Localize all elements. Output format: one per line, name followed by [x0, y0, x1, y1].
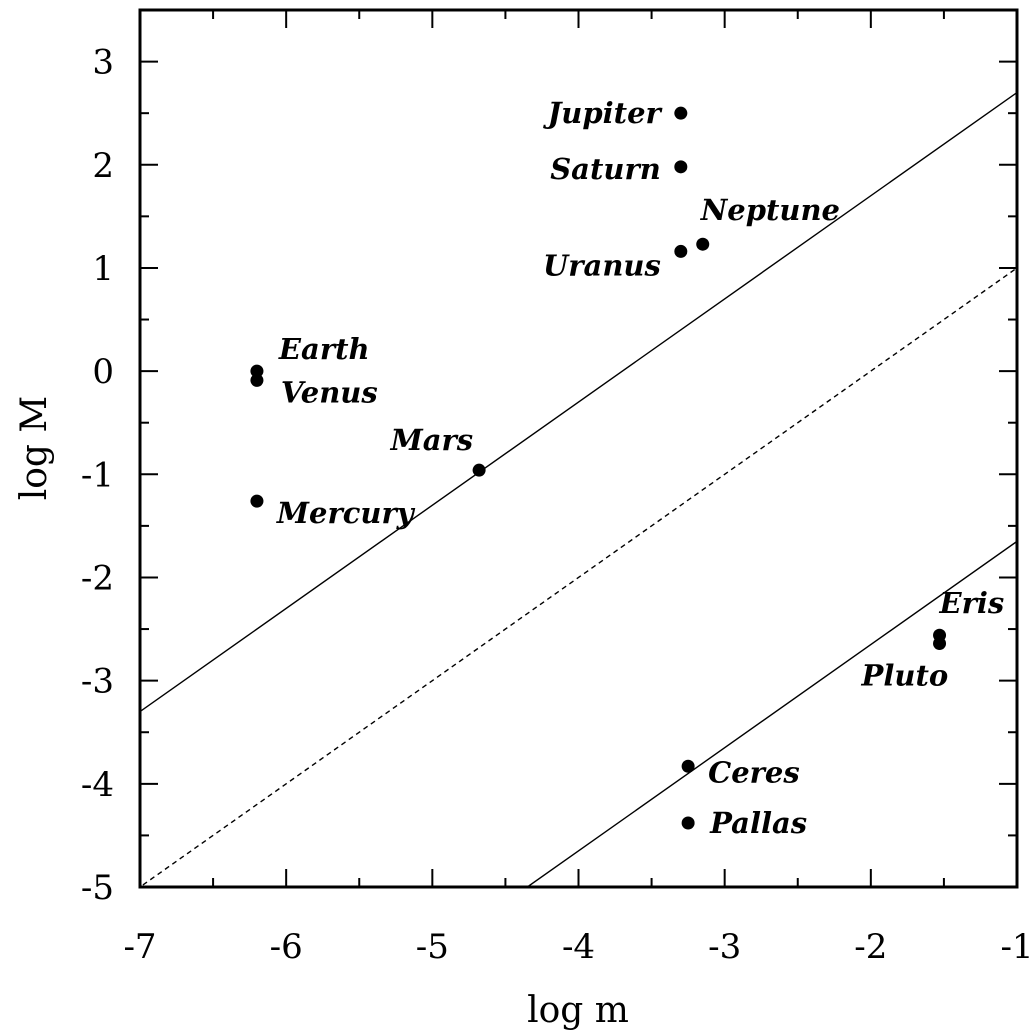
y-axis-title: log M: [14, 396, 55, 501]
point-uranus: [674, 244, 688, 258]
point-pallas: [681, 816, 695, 830]
reference-line-1: [140, 91, 1017, 713]
point-label-mars: Mars: [390, 423, 474, 457]
reference-line-3: [526, 540, 1017, 887]
y-tick-label: -3: [81, 662, 114, 702]
x-axis-title: log m: [527, 990, 629, 1031]
y-tick-label: -2: [81, 558, 114, 598]
x-tick-label: -2: [854, 927, 887, 967]
point-label-eris: Eris: [939, 586, 1005, 620]
x-tick-label: -3: [708, 927, 741, 967]
point-ceres: [681, 759, 695, 773]
y-tick-label: 2: [92, 146, 114, 186]
point-jupiter: [674, 106, 688, 120]
point-label-pallas: Pallas: [709, 806, 807, 840]
point-saturn: [674, 160, 688, 174]
point-label-neptune: Neptune: [700, 193, 840, 227]
y-tick-label: 0: [92, 352, 114, 392]
point-label-venus: Venus: [281, 375, 378, 409]
point-label-mercury: Mercury: [276, 496, 416, 530]
y-tick-label: -1: [81, 455, 114, 495]
point-label-uranus: Uranus: [543, 248, 661, 282]
point-label-saturn: Saturn: [550, 152, 661, 186]
y-tick-label: -4: [81, 765, 114, 805]
point-mars: [472, 463, 486, 477]
plot-frame: [138, 8, 1019, 889]
y-tick-label: 3: [92, 43, 114, 83]
point-label-ceres: Ceres: [708, 755, 800, 789]
point-venus: [250, 373, 264, 387]
point-earth: [250, 364, 264, 378]
point-label-earth: Earth: [278, 332, 370, 366]
point-pluto: [933, 637, 947, 651]
point-mercury: [250, 494, 264, 508]
x-tick-label: -6: [270, 927, 303, 967]
x-tick-label: -7: [123, 927, 156, 967]
point-label-pluto: Pluto: [861, 659, 949, 693]
reference-line-2: [142, 267, 1017, 886]
point-neptune: [696, 237, 710, 251]
x-tick-label: -5: [416, 927, 449, 967]
point-label-jupiter: Jupiter: [543, 96, 664, 130]
y-tick-label: -5: [81, 868, 114, 908]
y-tick-label: 1: [92, 249, 114, 289]
x-tick-label: -4: [562, 927, 595, 967]
x-tick-label: -1: [1000, 927, 1033, 967]
